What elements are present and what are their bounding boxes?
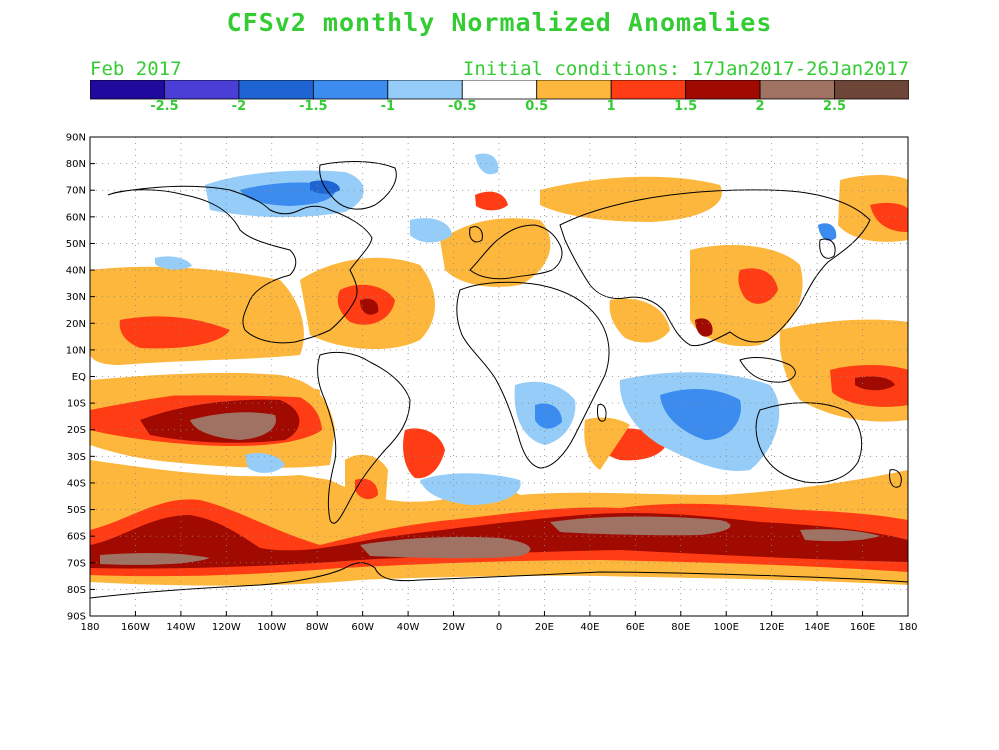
lon-label: 100E <box>714 622 739 633</box>
initial-conditions: Initial conditions: 17Jan2017-26Jan2017 <box>462 58 909 80</box>
anomaly-southern-ocean-brown-2 <box>550 516 731 536</box>
map-title: CFSv2 monthly Normalized Anomalies <box>226 8 773 37</box>
anomaly-arabian-sea-light <box>609 298 670 343</box>
coast-japan <box>819 238 836 259</box>
colorbar-label: 2.5 <box>823 99 847 114</box>
axis-ticks <box>89 136 909 617</box>
lat-label: 10N <box>66 345 86 356</box>
colorbar-label: -1 <box>380 99 396 114</box>
anomaly-equatorial-pacific-light <box>90 380 320 398</box>
anomaly-s-atlantic-orange <box>403 428 445 479</box>
anomaly-east-asia-orange <box>738 268 778 304</box>
lat-label: EQ <box>72 372 86 383</box>
coast-new-zealand <box>889 469 902 488</box>
coast-europe <box>469 224 563 280</box>
lon-label: 60E <box>626 622 645 633</box>
lon-label: 20E <box>535 622 554 633</box>
anomaly-north-atlantic-red-patch <box>475 191 508 211</box>
lat-label: 50N <box>66 239 86 250</box>
anomaly-southern-ocean-brown-3 <box>100 553 210 565</box>
anomaly-s-atlantic-blue <box>420 473 521 505</box>
coast-madagascar <box>597 403 607 422</box>
anomaly-fields <box>90 153 908 586</box>
anomaly-west-pacific-dark <box>855 376 895 391</box>
lon-label: 80E <box>671 622 690 633</box>
lat-label: 40S <box>67 478 86 489</box>
anomaly-n-pacific-blue <box>155 256 192 270</box>
anomaly-japan-blue <box>818 223 837 241</box>
lon-label: 180 <box>898 622 917 633</box>
colorbar-label: 1 <box>606 99 616 114</box>
lon-label: 160W <box>121 622 150 633</box>
colorbar-label: -2 <box>231 99 247 114</box>
anomaly-siberia-light <box>540 176 722 222</box>
colorbar-label: 1.5 <box>674 99 698 114</box>
lon-label: 60W <box>351 622 374 633</box>
lat-label: 80S <box>67 585 86 596</box>
longitude-labels: 180 160W 140W 120W 100W 80W 60W 40W 20W 0 20E 40E 60… <box>80 622 917 633</box>
anomaly-indian-ocean-mid <box>660 388 741 440</box>
coast-indonesia <box>739 357 796 383</box>
lat-label: 70N <box>66 186 86 197</box>
lat-label: 20N <box>66 319 86 330</box>
lon-label: 20W <box>442 622 465 633</box>
latitude-labels: 90N 80N 70N 60N 50N 40N 30N 20N 10N EQ 10S 20S 30S 40… <box>66 133 86 623</box>
anomaly-nw-atlantic-blue <box>410 218 452 243</box>
coast-south-america <box>317 351 411 524</box>
lon-label: 100W <box>257 622 286 633</box>
coast-north-america <box>107 185 373 344</box>
anomaly-north-pacific-orange <box>119 316 230 349</box>
anomaly-patagonia-orange <box>355 478 378 500</box>
lon-label: 140W <box>166 622 195 633</box>
colorbar-label: -2.5 <box>150 99 179 114</box>
lat-label: 90N <box>66 133 86 144</box>
lon-label: 80W <box>306 622 329 633</box>
lon-label: 120W <box>212 622 241 633</box>
lat-label: 40N <box>66 266 86 277</box>
anomaly-europe-light <box>440 218 551 287</box>
anomaly-nw-pacific-orange <box>870 202 908 232</box>
lon-label: 120E <box>759 622 784 633</box>
colorbar-label: 2 <box>755 99 765 114</box>
lon-label: 160E <box>850 622 875 633</box>
lat-label: 50S <box>67 505 86 516</box>
lat-label: 80N <box>66 159 86 170</box>
colorbar-cell <box>834 80 909 100</box>
coast-australia <box>755 402 863 484</box>
anomaly-south-pacific-brown <box>190 412 276 440</box>
lat-label: 60S <box>67 532 86 543</box>
colorbar-label: -0.5 <box>448 99 477 114</box>
lat-label: 60N <box>66 212 86 223</box>
coast-africa <box>456 281 610 469</box>
colorbar <box>90 80 909 100</box>
lat-label: 70S <box>67 558 86 569</box>
lon-label: 40E <box>580 622 599 633</box>
lat-label: 20S <box>67 425 86 436</box>
lon-label: 40W <box>397 622 420 633</box>
anomaly-africa-mid <box>535 403 562 429</box>
forecast-month: Feb 2017 <box>90 58 182 80</box>
anomaly-s-pacific-blue <box>245 453 285 473</box>
coast-greenland <box>319 161 397 210</box>
coastlines <box>90 161 908 599</box>
anomaly-southern-ocean-brown <box>360 536 531 559</box>
lon-label: 140E <box>804 622 829 633</box>
anomaly-southern-ocean-brown-4 <box>800 529 880 542</box>
lat-label: 30N <box>66 292 86 303</box>
lon-label: 180 <box>80 622 99 633</box>
anomaly-north-atlantic-dark <box>360 298 379 315</box>
coast-uk <box>469 226 483 243</box>
lat-label: 30S <box>67 452 86 463</box>
colorbar-label: 0.5 <box>525 99 549 114</box>
lon-label: 0 <box>496 622 502 633</box>
coast-asia <box>559 189 871 347</box>
lat-label: 90S <box>67 612 86 623</box>
graticule <box>90 137 908 616</box>
colorbar-label: -1.5 <box>299 99 328 114</box>
anomaly-indian-ocean-light <box>584 417 630 470</box>
lat-label: 10S <box>67 399 86 410</box>
